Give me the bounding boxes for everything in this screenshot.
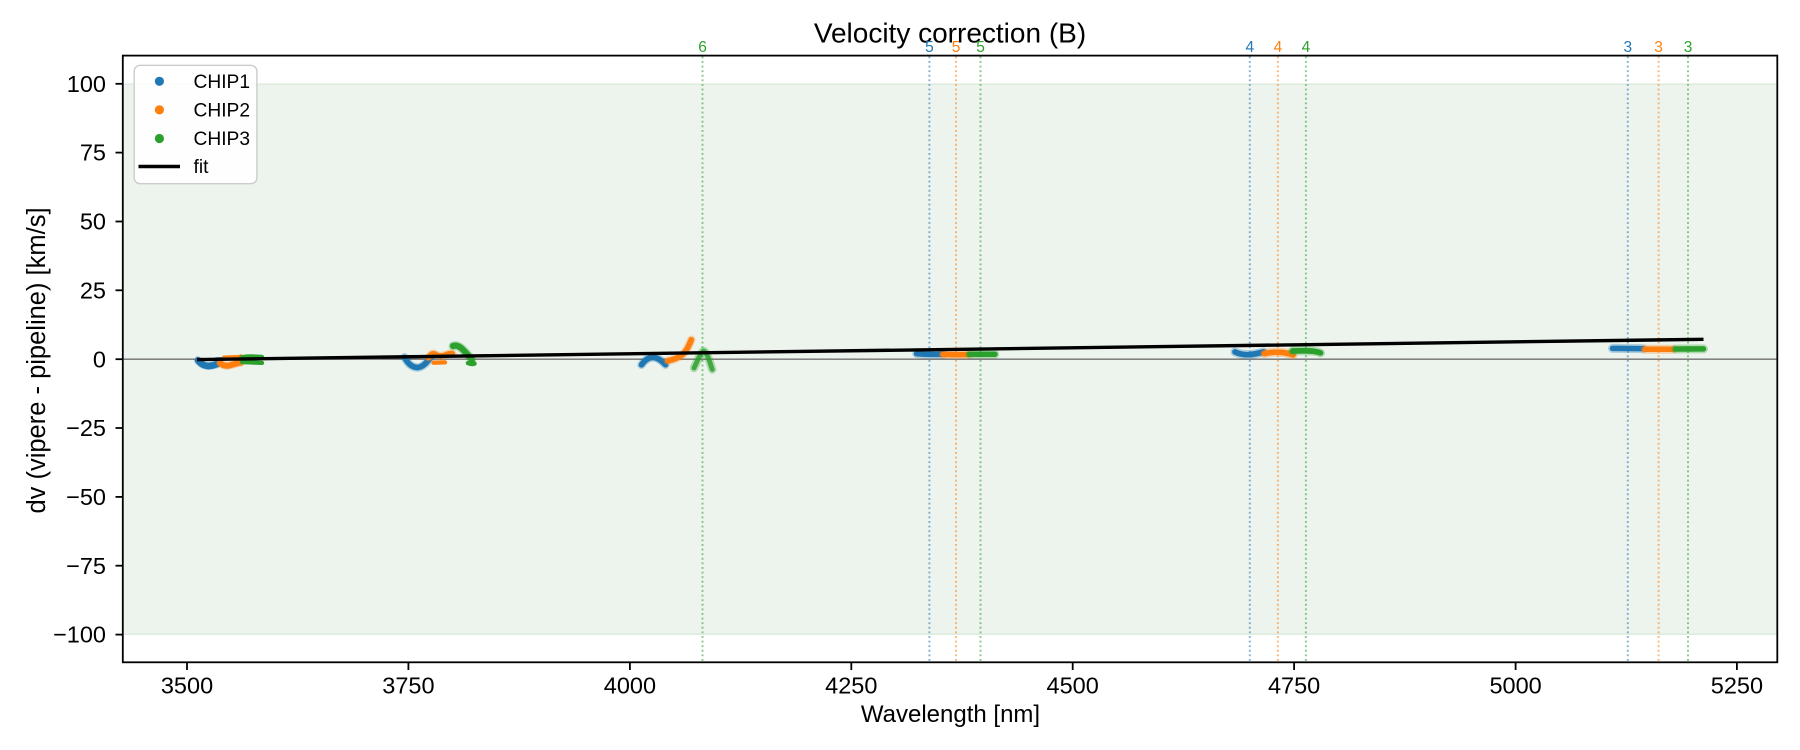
svg-text:4500: 4500 — [1047, 673, 1099, 699]
svg-text:3: 3 — [1623, 39, 1632, 56]
svg-text:4: 4 — [1302, 39, 1311, 56]
svg-text:CHIP1: CHIP1 — [194, 72, 251, 93]
svg-text:Velocity correction (B): Velocity correction (B) — [814, 18, 1086, 49]
svg-text:5: 5 — [925, 39, 934, 56]
svg-text:dv (vipere - pipeline) [km/s]: dv (vipere - pipeline) [km/s] — [23, 207, 51, 513]
svg-text:−25: −25 — [66, 415, 106, 441]
svg-text:3: 3 — [1654, 39, 1663, 56]
svg-text:25: 25 — [80, 277, 106, 303]
svg-text:fit: fit — [194, 157, 210, 178]
svg-text:5000: 5000 — [1489, 673, 1541, 699]
svg-text:5: 5 — [976, 39, 985, 56]
svg-text:50: 50 — [80, 209, 106, 235]
svg-text:−100: −100 — [53, 622, 106, 648]
svg-text:3: 3 — [1684, 39, 1693, 56]
svg-text:−75: −75 — [66, 553, 106, 579]
svg-text:4250: 4250 — [825, 673, 877, 699]
svg-text:4000: 4000 — [604, 673, 656, 699]
svg-text:4: 4 — [1245, 39, 1254, 56]
svg-text:4: 4 — [1274, 39, 1283, 56]
svg-text:CHIP2: CHIP2 — [194, 101, 251, 122]
svg-text:6: 6 — [698, 39, 707, 56]
svg-text:5250: 5250 — [1711, 673, 1763, 699]
svg-text:75: 75 — [80, 140, 106, 166]
svg-text:4750: 4750 — [1268, 673, 1320, 699]
svg-text:3750: 3750 — [382, 673, 434, 699]
svg-text:5: 5 — [952, 39, 961, 56]
svg-text:CHIP3: CHIP3 — [194, 129, 251, 150]
svg-text:0: 0 — [93, 346, 106, 372]
svg-text:Wavelength [nm]: Wavelength [nm] — [861, 701, 1040, 728]
svg-text:3500: 3500 — [161, 673, 213, 699]
svg-text:−50: −50 — [66, 484, 106, 510]
svg-text:100: 100 — [67, 71, 106, 97]
